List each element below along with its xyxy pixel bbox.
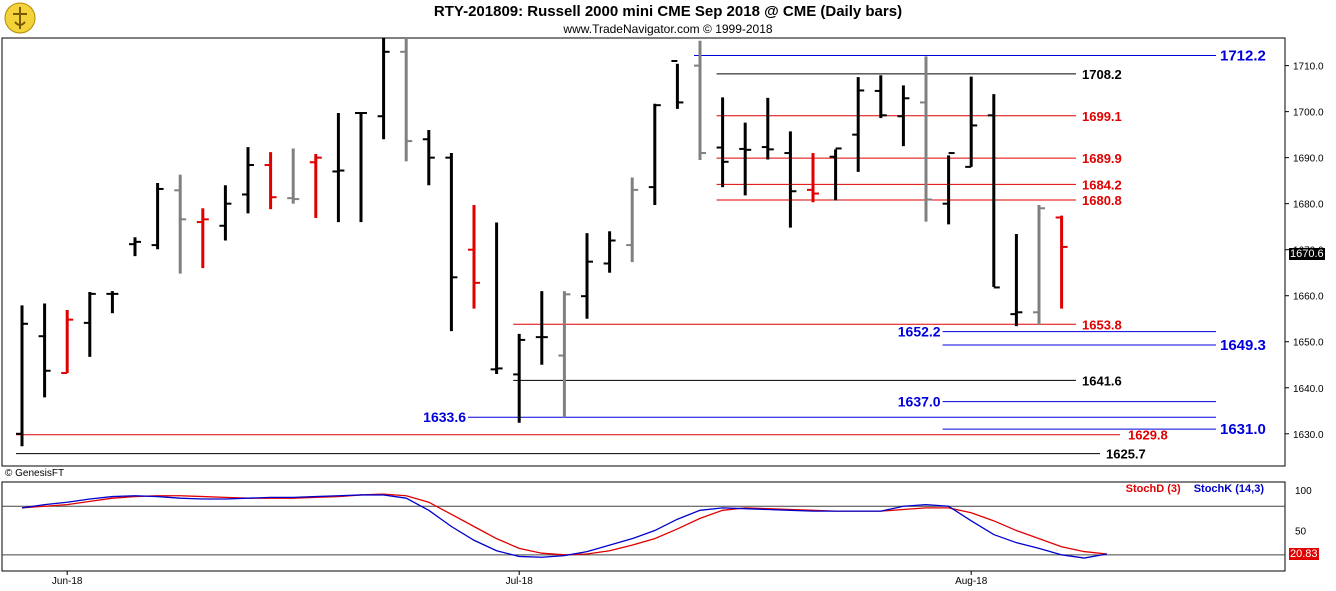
price-tick-label: 1700.0 <box>1293 108 1324 119</box>
stoch-legend: StochD (3) StochK (14,3) <box>1116 483 1264 495</box>
ohlc-bar <box>965 76 978 168</box>
ohlc-bar <box>874 75 887 119</box>
ohlc-bar <box>1055 215 1068 309</box>
level-label: 1699.1 <box>1082 109 1122 124</box>
ohlc-bar <box>151 182 164 250</box>
ohlc-bar <box>106 291 119 314</box>
ohlc-bar <box>400 38 413 162</box>
ohlc-bar <box>694 40 706 160</box>
ohlc-bar <box>332 113 345 223</box>
chart-subtitle: www.TradeNavigator.com © 1999-2018 <box>563 22 773 36</box>
ohlc-bar <box>1033 205 1045 325</box>
level-label: 1633.6 <box>423 409 466 425</box>
level-label: 1625.7 <box>1106 447 1146 462</box>
level-label: 1708.2 <box>1082 67 1122 82</box>
ohlc-bar <box>626 177 639 263</box>
stochd-legend-label: StochD (3) <box>1125 483 1181 495</box>
ohlc-bar <box>513 333 526 423</box>
level-label: 1684.2 <box>1082 177 1122 192</box>
level-label: 1680.8 <box>1082 193 1122 208</box>
level-label: 1689.9 <box>1082 151 1122 166</box>
ohlc-bar <box>377 38 390 140</box>
price-tick-label: 1660.0 <box>1293 292 1324 303</box>
level-label: 1637.0 <box>898 394 941 410</box>
ohlc-bar <box>445 153 458 332</box>
ohlc-bar <box>355 112 367 223</box>
stoch-panel-border <box>1 481 1286 572</box>
price-tick-label: 1630.0 <box>1293 430 1324 441</box>
ohlc-bar <box>716 97 729 188</box>
price-tick-label: 1710.0 <box>1293 62 1324 73</box>
ohlc-bar <box>852 77 865 172</box>
ohlc-bar <box>16 305 28 447</box>
ohlc-bar <box>807 153 819 203</box>
stoch-series-line <box>21 494 1107 559</box>
ohlc-bar <box>490 222 503 374</box>
ohlc-bar <box>739 122 752 196</box>
price-tick-label: 1690.0 <box>1293 154 1324 165</box>
level-label: 1641.6 <box>1082 373 1122 388</box>
ohlc-bar <box>829 147 842 201</box>
last-stoch-tag: 20.83 <box>1289 548 1319 560</box>
ohlc-bar <box>264 152 277 210</box>
ohlc-bar <box>987 94 1000 289</box>
level-label: 1652.2 <box>898 324 941 340</box>
date-axis: Jun-18 Jul-18 Aug-18 <box>52 571 988 587</box>
watermark-text: © GenesisFT <box>5 468 65 479</box>
chart-title: RTY-201809: Russell 2000 mini CME Sep 20… <box>433 3 903 20</box>
price-tick-label: 1640.0 <box>1293 384 1324 395</box>
ohlc-bar <box>287 148 300 204</box>
level-label: 1649.3 <box>1220 337 1266 354</box>
ohlc-bar <box>196 208 209 269</box>
ohlc-bar <box>468 205 480 309</box>
price-panel-border <box>1 37 1286 467</box>
genesis-logo-icon <box>4 2 36 34</box>
ohlc-bar <box>83 292 96 357</box>
price-bars <box>16 38 1068 447</box>
level-label: 1712.2 <box>1220 47 1266 64</box>
ohlc-bar <box>129 237 141 257</box>
ohlc-bar <box>920 56 932 222</box>
level-label: 1631.0 <box>1220 421 1266 438</box>
ohlc-bar <box>897 85 910 147</box>
stoch-tick-label: 100 <box>1295 486 1312 497</box>
price-tick-label: 1680.0 <box>1293 200 1324 211</box>
ohlc-bar <box>648 103 661 206</box>
ohlc-bar <box>219 185 232 241</box>
ohlc-bar <box>671 60 684 109</box>
ohlc-bar <box>558 291 571 418</box>
level-label: 1653.8 <box>1082 317 1122 332</box>
stochk-legend-label: StochK (14,3) <box>1193 483 1264 495</box>
date-tick-label: Jun-18 <box>52 576 83 587</box>
ohlc-bar <box>784 131 797 228</box>
date-tick-label: Jul-18 <box>506 576 534 587</box>
ohlc-bar <box>61 309 74 375</box>
ohlc-bar <box>603 231 616 273</box>
last-price-tag: 1670.6 <box>1289 248 1325 260</box>
stochastic-panel: 50 100 <box>2 486 1312 559</box>
ohlc-bar <box>422 130 435 186</box>
ohlc-bar <box>242 147 254 214</box>
level-label: 1629.8 <box>1128 428 1168 443</box>
date-tick-label: Aug-18 <box>955 576 988 587</box>
ohlc-bar <box>761 97 774 160</box>
ohlc-bar <box>174 174 187 274</box>
ohlc-bar <box>942 152 955 225</box>
stoch-tick-label: 50 <box>1295 527 1307 538</box>
ohlc-bar <box>309 153 322 218</box>
price-tick-label: 1650.0 <box>1293 338 1324 349</box>
ohlc-bar <box>581 233 593 319</box>
ohlc-bar <box>38 303 51 398</box>
stoch-series-line <box>21 493 1107 556</box>
ohlc-bar <box>1010 234 1023 327</box>
ohlc-bar <box>535 291 548 365</box>
